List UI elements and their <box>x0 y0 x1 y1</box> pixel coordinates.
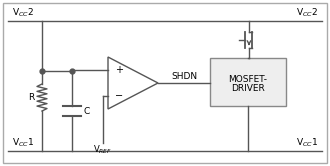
FancyBboxPatch shape <box>210 58 286 106</box>
Text: C: C <box>83 107 89 116</box>
FancyBboxPatch shape <box>3 3 327 163</box>
Text: V$_{CC}$1: V$_{CC}$1 <box>12 136 34 149</box>
Text: DRIVER: DRIVER <box>231 83 265 92</box>
Text: V$_{CC}$2: V$_{CC}$2 <box>12 6 34 19</box>
Text: MOSFET-: MOSFET- <box>228 75 268 83</box>
Text: SHDN: SHDN <box>171 72 197 81</box>
Text: +: + <box>115 65 123 75</box>
Text: −: − <box>115 91 123 101</box>
Text: R: R <box>28 93 34 102</box>
Text: V$_{REF}$: V$_{REF}$ <box>93 144 113 157</box>
Text: V$_{CC}$1: V$_{CC}$1 <box>296 136 318 149</box>
Text: V$_{CC}$2: V$_{CC}$2 <box>296 6 318 19</box>
